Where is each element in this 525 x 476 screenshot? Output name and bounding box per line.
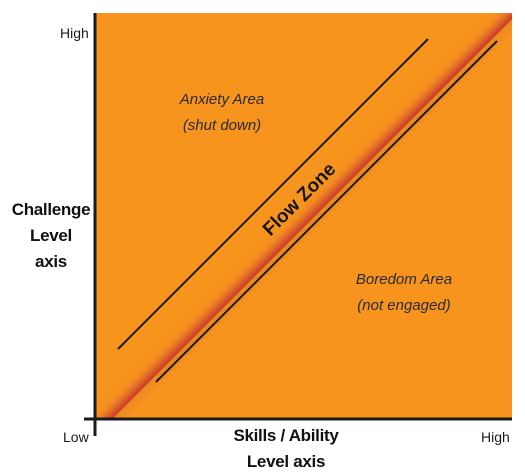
x-axis-title-line-1: Skills / Ability xyxy=(233,426,339,445)
y-axis-title: Challenge Level axis xyxy=(4,197,98,275)
flow-lower-boundary-line xyxy=(155,40,498,383)
flow-upper-boundary-line xyxy=(117,38,429,350)
x-axis-title-line-2: Level axis xyxy=(246,452,326,471)
x-axis-high-label: High xyxy=(481,429,510,445)
boredom-area-title: Boredom Area xyxy=(356,271,452,288)
x-axis-low-label: Low xyxy=(63,429,89,445)
y-axis-title-line-1: Challenge xyxy=(11,200,91,219)
y-axis-high-label: High xyxy=(60,25,89,41)
flow-band xyxy=(96,13,512,419)
x-axis-title: Skills / Ability Level axis xyxy=(200,423,372,475)
anxiety-area-subtitle: (shut down) xyxy=(183,117,261,134)
anxiety-area-title: Anxiety Area xyxy=(179,91,265,108)
y-axis-title-line-3: axis xyxy=(35,252,67,271)
boredom-area-subtitle: (not engaged) xyxy=(357,297,450,314)
y-axis-title-line-2: Level xyxy=(30,226,72,245)
